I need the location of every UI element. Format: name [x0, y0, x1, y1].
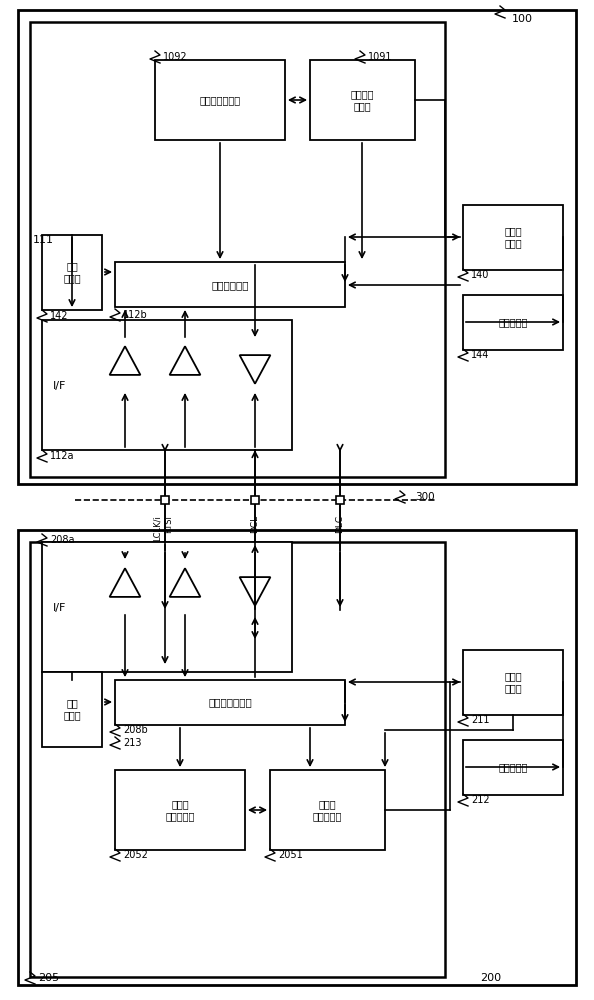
Text: 照相机
错误检测器: 照相机 错误检测器: [312, 799, 342, 821]
Text: 2051: 2051: [278, 850, 303, 860]
Text: 波特率
生成器: 波特率 生成器: [504, 671, 522, 693]
Bar: [251, 496, 259, 504]
Bar: [42, 542, 292, 672]
Text: 镜头锁接收器: 镜头锁接收器: [211, 280, 249, 290]
Text: 时钟生成器: 时钟生成器: [498, 762, 527, 772]
Text: 112b: 112b: [123, 310, 148, 320]
Bar: [42, 672, 102, 747]
Polygon shape: [239, 355, 270, 384]
Text: 照相机锁接收器: 照相机锁接收器: [208, 697, 252, 707]
Text: 波特率
生成器: 波特率 生成器: [504, 226, 522, 248]
Text: 211: 211: [471, 715, 489, 725]
Text: 208a: 208a: [50, 535, 74, 545]
Text: 140: 140: [471, 270, 489, 280]
Text: RTSi: RTSi: [165, 515, 173, 533]
Text: 111: 111: [33, 235, 54, 245]
Text: 142: 142: [50, 311, 68, 321]
Bar: [30, 22, 445, 477]
Polygon shape: [110, 568, 140, 597]
Bar: [115, 680, 345, 725]
Polygon shape: [110, 346, 140, 375]
Bar: [18, 530, 576, 985]
Bar: [115, 770, 245, 850]
Bar: [42, 235, 102, 310]
Text: 照相机
通信控制器: 照相机 通信控制器: [165, 799, 195, 821]
Text: 212: 212: [471, 795, 489, 805]
Text: 信号
变换器: 信号 变换器: [63, 698, 81, 720]
Bar: [42, 320, 292, 450]
Text: 时钟生成器: 时钟生成器: [498, 317, 527, 327]
Bar: [161, 496, 169, 504]
Text: 200: 200: [480, 973, 501, 983]
Bar: [155, 60, 285, 140]
Bar: [463, 295, 563, 350]
Polygon shape: [239, 577, 270, 606]
Text: DLC: DLC: [336, 515, 345, 533]
Bar: [310, 60, 415, 140]
Text: 208b: 208b: [123, 725, 148, 735]
Bar: [336, 496, 344, 504]
Text: 镜头错误
检测器: 镜头错误 检测器: [350, 89, 374, 111]
Text: 100: 100: [512, 14, 533, 24]
Text: 1091: 1091: [368, 52, 393, 62]
Polygon shape: [170, 346, 200, 375]
Text: 1092: 1092: [163, 52, 188, 62]
Text: 信号
变换器: 信号 变换器: [63, 261, 81, 283]
Text: 213: 213: [123, 738, 141, 748]
Text: 112a: 112a: [50, 451, 74, 461]
Text: I/F: I/F: [53, 603, 67, 613]
Text: I/F: I/F: [53, 381, 67, 391]
Polygon shape: [170, 568, 200, 597]
Bar: [463, 740, 563, 795]
Text: 2052: 2052: [123, 850, 148, 860]
Bar: [463, 650, 563, 715]
Bar: [115, 262, 345, 307]
Bar: [463, 205, 563, 270]
Text: 144: 144: [471, 350, 489, 360]
Bar: [270, 770, 385, 850]
Text: 205: 205: [38, 973, 59, 983]
Bar: [30, 542, 445, 977]
Text: LCLK/i: LCLK/i: [153, 515, 162, 541]
Text: 300: 300: [415, 492, 435, 502]
Bar: [18, 10, 576, 484]
Text: 镜头通信控制器: 镜头通信控制器: [200, 95, 241, 105]
Text: DCL: DCL: [251, 515, 260, 533]
